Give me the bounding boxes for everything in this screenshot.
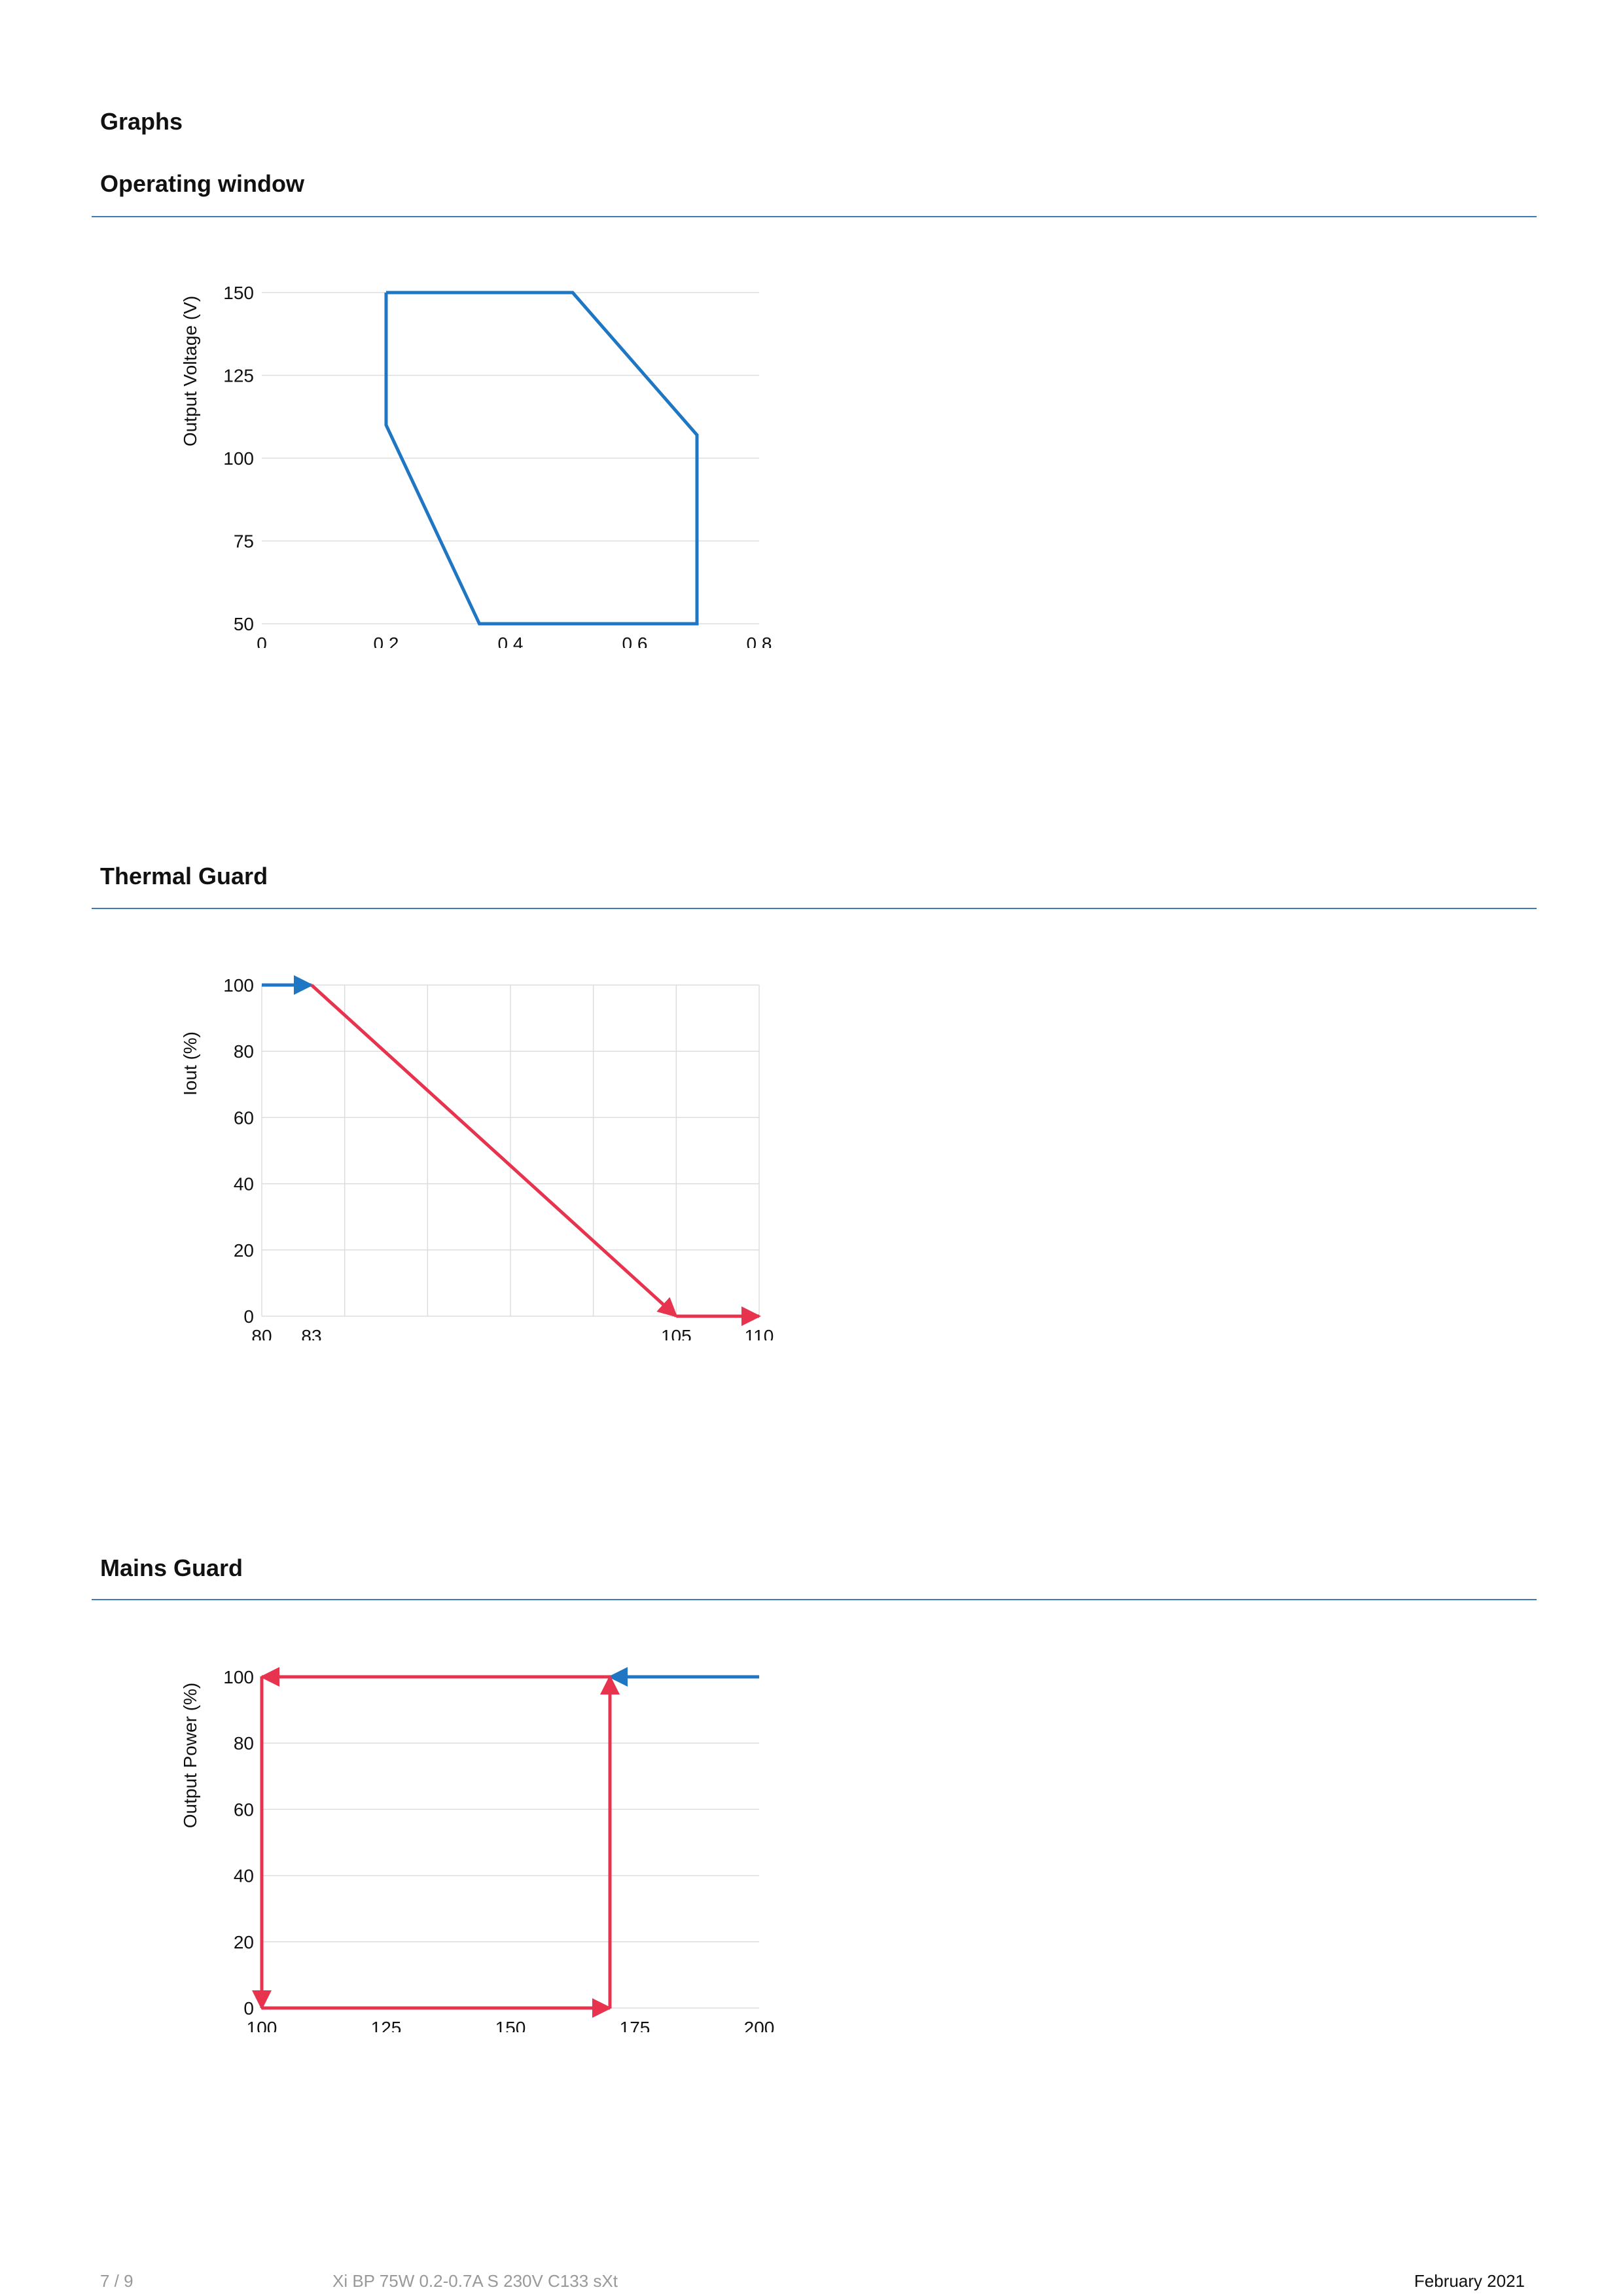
mains-guard-rule	[92, 1599, 1537, 1600]
x-tick-label: 0.8	[747, 634, 772, 648]
thermal-guard-chart: 0204060801008083105110Tcase (°C)Iout (%)	[180, 975, 774, 1340]
y-tick-label: 50	[234, 614, 254, 634]
section-title: Graphs	[100, 108, 183, 135]
x-tick-label: 83	[301, 1326, 321, 1340]
x-tick-label: 175	[620, 2018, 651, 2032]
mains-guard-heading: Mains Guard	[100, 1554, 243, 1581]
x-tick-label: 80	[251, 1326, 272, 1340]
series-0-line	[384, 291, 699, 626]
x-tick-label: 0	[257, 634, 267, 648]
x-tick-label: 100	[247, 2018, 277, 2032]
y-tick-label: 40	[234, 1866, 254, 1886]
y-tick-label: 60	[234, 1799, 254, 1820]
x-tick-label: 0.4	[498, 634, 524, 648]
x-tick-label: 200	[744, 2018, 775, 2032]
x-tick-label: 110	[745, 1326, 774, 1340]
y-tick-label: 100	[223, 975, 254, 996]
y-axis-label: Iout (%)	[180, 1031, 200, 1096]
footer-product-name: Xi BP 75W 0.2-0.7A S 230V C133 sXt	[332, 2271, 618, 2291]
mains-guard-chart: 020406080100100125150175200Vin (V)Output…	[180, 1667, 775, 2032]
thermal-guard-heading: Thermal Guard	[100, 863, 268, 889]
y-tick-label: 20	[234, 1932, 254, 1952]
y-tick-label: 0	[243, 1998, 254, 2018]
y-tick-label: 150	[223, 283, 254, 303]
x-tick-label: 125	[371, 2018, 402, 2032]
y-tick-label: 80	[234, 1041, 254, 1062]
y-tick-label: 100	[223, 1667, 254, 1687]
y-tick-label: 20	[234, 1240, 254, 1261]
y-tick-label: 0	[243, 1306, 254, 1327]
series-1-line	[310, 984, 678, 1318]
y-tick-label: 60	[234, 1107, 254, 1128]
x-tick-label: 105	[661, 1326, 692, 1340]
y-tick-label: 100	[223, 448, 254, 469]
operating-window-rule	[92, 216, 1537, 217]
x-tick-label: 0.6	[622, 634, 648, 648]
x-tick-label: 0.2	[374, 634, 399, 648]
y-axis-label: Output Voltage (V)	[180, 296, 200, 446]
y-axis-label: Output Power (%)	[180, 1683, 200, 1829]
y-tick-label: 75	[234, 531, 254, 552]
y-tick-label: 125	[223, 366, 254, 386]
x-tick-label: 150	[495, 2018, 526, 2032]
operating-window-heading: Operating window	[100, 170, 304, 197]
footer-date: February 2021	[1414, 2271, 1525, 2291]
y-tick-label: 40	[234, 1174, 254, 1194]
footer-page-number: 7 / 9	[100, 2271, 134, 2291]
thermal-guard-rule	[92, 908, 1537, 909]
y-tick-label: 80	[234, 1733, 254, 1753]
